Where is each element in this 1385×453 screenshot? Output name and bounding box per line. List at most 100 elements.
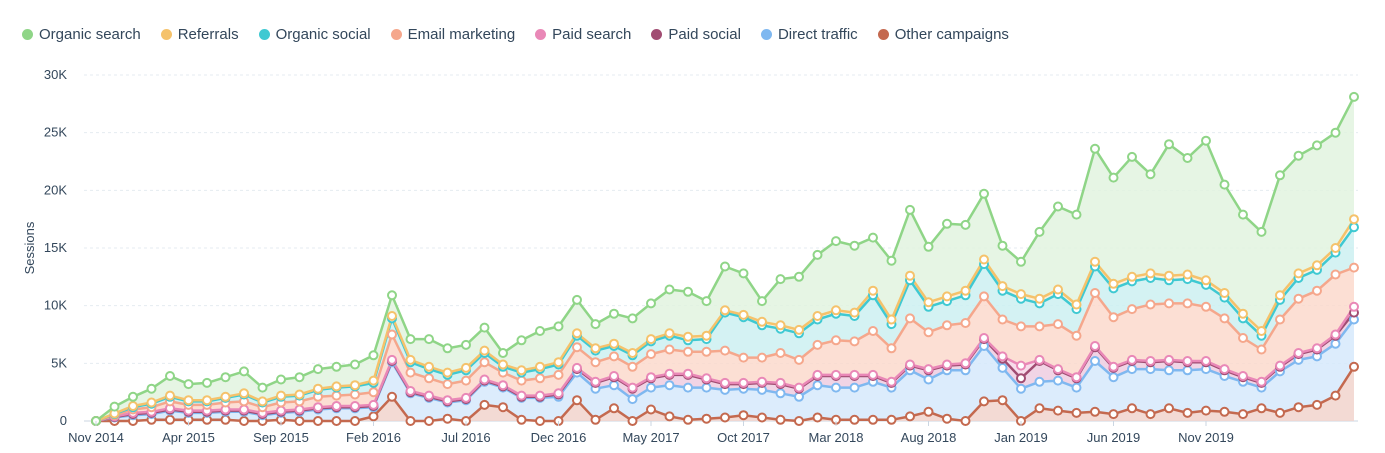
data-point bbox=[812, 369, 823, 380]
data-point bbox=[886, 414, 897, 425]
data-point bbox=[1219, 364, 1230, 375]
legend-item-organic-search[interactable]: Organic search bbox=[22, 26, 141, 43]
data-point bbox=[905, 313, 915, 324]
data-point bbox=[461, 375, 471, 386]
legend-dot-icon bbox=[160, 28, 172, 40]
data-point bbox=[424, 416, 434, 426]
data-point bbox=[738, 309, 749, 320]
data-point bbox=[553, 388, 564, 399]
data-point bbox=[590, 376, 601, 387]
data-point bbox=[183, 395, 194, 406]
data-point bbox=[849, 336, 860, 347]
data-point bbox=[165, 371, 175, 381]
legend-label: Referrals bbox=[177, 25, 239, 43]
legend-item-email-marketing[interactable]: Email marketing bbox=[390, 26, 515, 43]
legend-item-organic-social[interactable]: Organic social bbox=[258, 25, 371, 43]
data-point bbox=[1330, 329, 1341, 340]
data-point bbox=[1182, 153, 1193, 163]
data-point bbox=[1016, 256, 1026, 267]
data-point bbox=[1127, 271, 1137, 282]
data-point bbox=[831, 305, 841, 316]
data-point bbox=[1127, 403, 1137, 414]
data-point bbox=[701, 296, 712, 307]
data-point bbox=[664, 368, 675, 379]
data-point bbox=[831, 335, 841, 346]
data-point bbox=[683, 382, 693, 393]
x-tick-label: Oct 2017 bbox=[717, 430, 770, 445]
data-point bbox=[609, 371, 619, 381]
data-point bbox=[442, 367, 453, 378]
data-point bbox=[590, 357, 601, 368]
legend-label: Paid social bbox=[668, 25, 741, 43]
legend-dot-icon bbox=[760, 28, 772, 40]
data-point bbox=[794, 382, 804, 393]
data-point bbox=[387, 391, 397, 402]
data-point bbox=[757, 376, 767, 387]
data-point bbox=[350, 416, 360, 426]
data-point bbox=[1127, 354, 1137, 365]
legend-item-paid-social[interactable]: Paid social bbox=[651, 26, 741, 43]
data-point bbox=[424, 390, 434, 401]
data-point bbox=[720, 345, 730, 356]
data-point bbox=[516, 414, 527, 425]
legend-label: Other campaigns bbox=[894, 25, 1009, 43]
data-point bbox=[405, 367, 416, 378]
data-point bbox=[942, 320, 952, 331]
data-point bbox=[350, 401, 360, 411]
y-axis: 0 5K 10K 15K 20K 25K 30K bbox=[44, 67, 67, 428]
y-tick-label: 0 bbox=[60, 413, 67, 428]
data-point bbox=[1219, 179, 1230, 190]
data-point bbox=[202, 377, 212, 388]
legend-item-paid-search[interactable]: Paid search bbox=[535, 26, 631, 43]
points-paid-search bbox=[91, 301, 1359, 426]
data-point bbox=[923, 241, 934, 252]
legend-item-other-campaigns[interactable]: Other campaigns bbox=[877, 25, 1009, 43]
data-point bbox=[1053, 405, 1063, 416]
legend-item-direct-traffic[interactable]: Direct traffic bbox=[760, 25, 858, 43]
legend-item-referrals[interactable]: Referrals bbox=[160, 25, 239, 43]
x-tick-label: Aug 2018 bbox=[901, 430, 957, 445]
data-point bbox=[683, 286, 693, 297]
data-point bbox=[313, 416, 323, 426]
data-point bbox=[609, 380, 619, 391]
data-point bbox=[1293, 268, 1304, 279]
data-point bbox=[424, 361, 434, 372]
data-point bbox=[646, 404, 656, 415]
data-point bbox=[572, 328, 582, 339]
legend-label: Organic social bbox=[275, 25, 371, 43]
data-point bbox=[720, 377, 730, 388]
data-point bbox=[609, 338, 619, 349]
data-point bbox=[387, 354, 397, 365]
data-point bbox=[683, 368, 693, 379]
data-point bbox=[775, 377, 786, 388]
data-point bbox=[701, 330, 712, 341]
data-point bbox=[1312, 399, 1322, 410]
data-point bbox=[1108, 372, 1119, 383]
legend-dot-icon bbox=[651, 28, 663, 40]
data-point bbox=[664, 284, 675, 295]
data-point bbox=[146, 397, 157, 408]
data-point bbox=[1312, 140, 1322, 151]
data-point bbox=[535, 373, 545, 384]
data-point bbox=[683, 331, 693, 342]
data-point bbox=[868, 414, 878, 425]
data-point bbox=[1071, 299, 1082, 310]
data-point bbox=[923, 297, 934, 308]
data-point bbox=[886, 343, 897, 354]
data-point bbox=[1182, 356, 1193, 366]
data-point bbox=[997, 240, 1008, 251]
data-point bbox=[831, 369, 841, 380]
data-point bbox=[664, 344, 675, 355]
data-point bbox=[757, 412, 767, 423]
data-point bbox=[294, 416, 305, 426]
data-point bbox=[960, 416, 971, 426]
data-point bbox=[1090, 288, 1100, 298]
data-point bbox=[1053, 375, 1063, 386]
data-point bbox=[1275, 314, 1285, 325]
data-point bbox=[738, 352, 749, 363]
data-point bbox=[646, 372, 656, 383]
data-point bbox=[479, 345, 490, 356]
data-point bbox=[1145, 356, 1156, 366]
data-point bbox=[923, 327, 934, 338]
legend-label: Direct traffic bbox=[777, 25, 858, 43]
